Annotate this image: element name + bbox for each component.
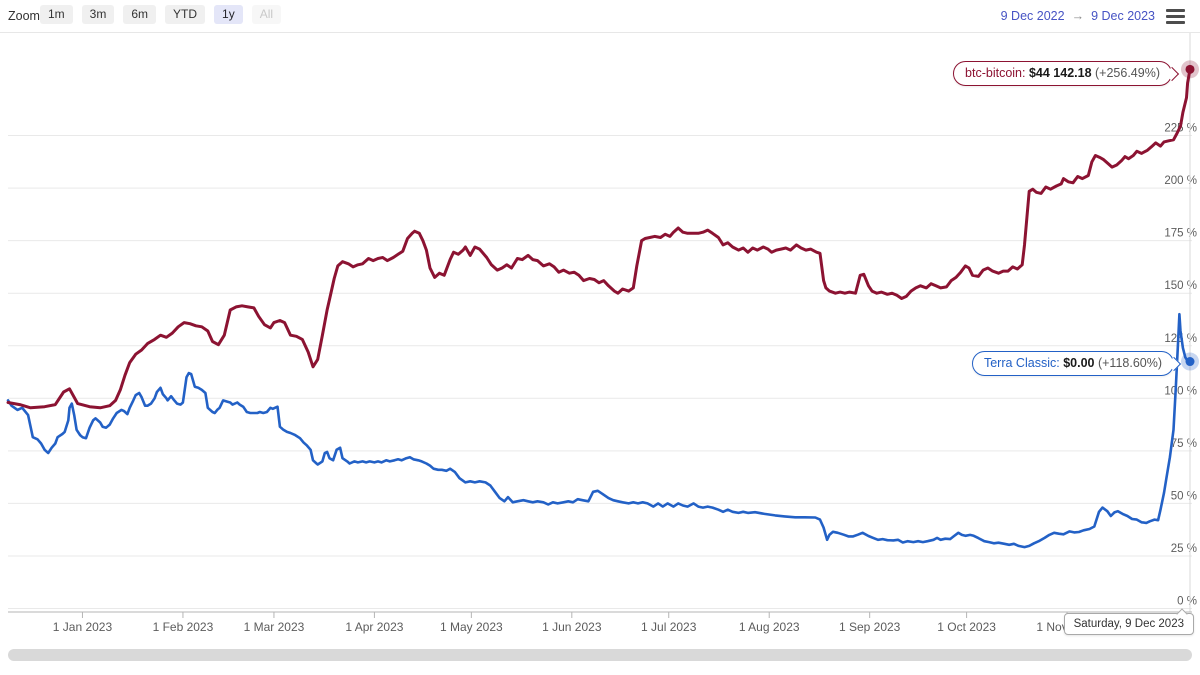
- y-axis-label: 50 %: [1171, 490, 1197, 502]
- date-range: 9 Dec 2022 → 9 Dec 2023: [1001, 9, 1155, 23]
- btc-tooltip: btc-bitcoin: $44 142.18 (+256.49%): [953, 61, 1180, 86]
- terra-tooltip: Terra Classic: $0.00 (+118.60%): [971, 351, 1182, 376]
- zoom-button-6m[interactable]: 6m: [123, 5, 157, 24]
- crosshair-date-text: Saturday, 9 Dec 2023: [1073, 618, 1184, 630]
- terra-classic-marker-dot: [1185, 357, 1195, 367]
- range-arrow-icon: →: [1071, 9, 1085, 23]
- horizontal-scrollbar[interactable]: [8, 649, 1192, 661]
- y-axis-label: 0 %: [1177, 596, 1197, 608]
- terra-tooltip-label: Terra Classic:: [983, 356, 1060, 370]
- y-axis-label: 75 %: [1171, 438, 1197, 450]
- x-axis-label: 1 May 2023: [440, 620, 503, 634]
- terra-classic-series-line: [6, 312, 1192, 549]
- zoom-button-3m[interactable]: 3m: [81, 5, 115, 24]
- x-axis-label: 1 Jun 2023: [542, 620, 602, 634]
- x-axis-label: 1 Jul 2023: [641, 620, 697, 634]
- zoom-button-1m[interactable]: 1m: [40, 5, 73, 24]
- y-axis-label: 100 %: [1164, 385, 1197, 397]
- y-axis-label: 150 %: [1164, 280, 1197, 292]
- x-axis-label: 1 Apr 2023: [345, 620, 403, 634]
- terra-tooltip-change: (+118.60%): [1097, 356, 1162, 370]
- zoom-button-group: 1m 3m 6m YTD 1y All: [40, 5, 282, 24]
- zoom-label: Zoom: [8, 9, 40, 23]
- range-from-input[interactable]: 9 Dec 2022: [1000, 9, 1065, 23]
- x-axis-label: 1 Mar 2023: [244, 620, 305, 634]
- y-axis-label: 25 %: [1171, 543, 1197, 555]
- x-axis-label: 1 Sep 2023: [839, 620, 901, 634]
- btc-bitcoin-marker-dot: [1185, 64, 1195, 74]
- y-axis-label: 200 %: [1164, 175, 1197, 187]
- crosshair-date-label: Saturday, 9 Dec 2023: [1063, 608, 1194, 635]
- btc-bitcoin-series-line: [6, 67, 1192, 410]
- x-axis-label: 1 Feb 2023: [153, 620, 214, 634]
- zoom-button-1y[interactable]: 1y: [214, 5, 243, 24]
- btc-tooltip-value: $44 142.18: [1028, 66, 1092, 80]
- terra-tooltip-value: $0.00: [1063, 356, 1095, 370]
- x-axis-label: 1 Jan 2023: [53, 620, 113, 634]
- y-axis-label: 175 %: [1164, 228, 1197, 240]
- x-axis-label: 1 Oct 2023: [937, 620, 996, 634]
- btc-tooltip-change: (+256.49%): [1095, 66, 1160, 80]
- chart-toolbar: Zoom 1m 3m 6m YTD 1y All 9 Dec 2022 → 9 …: [0, 0, 1200, 33]
- zoom-button-ytd[interactable]: YTD: [165, 5, 206, 24]
- zoom-button-all[interactable]: All: [251, 5, 282, 24]
- btc-tooltip-label: btc-bitcoin:: [965, 66, 1026, 80]
- menu-icon[interactable]: [1166, 9, 1185, 24]
- x-axis-label: 1 Aug 2023: [739, 620, 800, 634]
- range-to-input[interactable]: 9 Dec 2023: [1091, 9, 1155, 23]
